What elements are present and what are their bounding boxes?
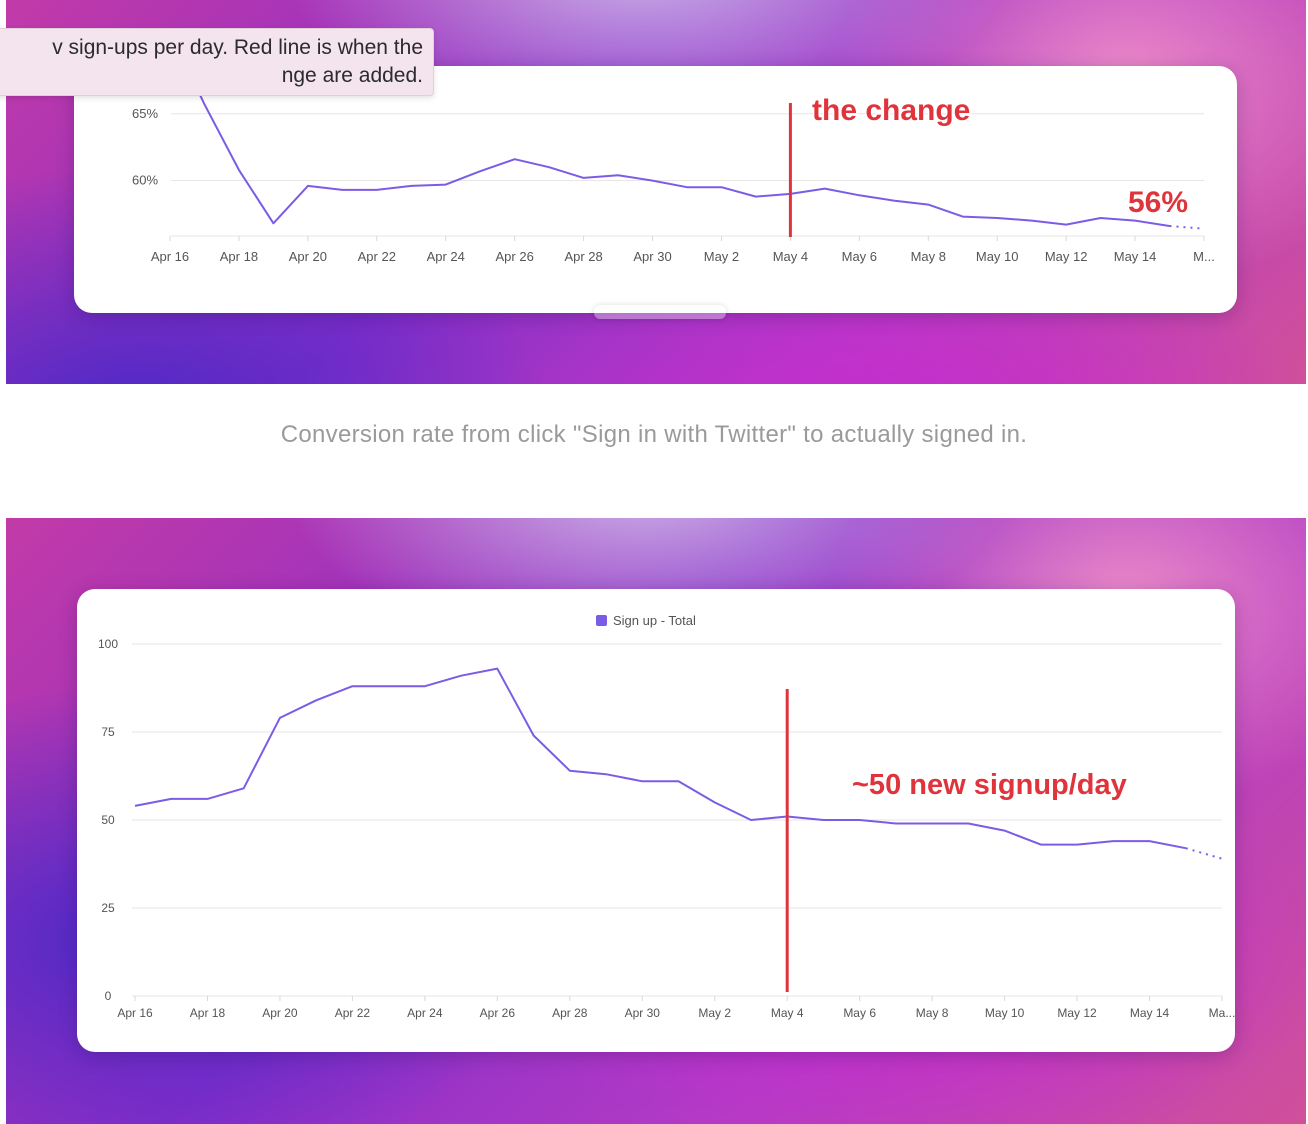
series-line [169, 30, 1170, 227]
x-tick-label: Apr 26 [480, 1006, 516, 1020]
x-tick-label: May 14 [1130, 1006, 1170, 1020]
x-tick-label: May 2 [704, 249, 739, 264]
series-line-projection [1185, 847, 1223, 860]
x-tick-label: Apr 30 [625, 1006, 661, 1020]
x-tick-label: Apr 18 [190, 1006, 226, 1020]
x-tick-label: Apr 24 [407, 1006, 443, 1020]
top-chart-screenshot: 60% 65% Apr 16 Apr 18 Apr 20 Apr 22 Apr 24 Apr … [6, 0, 1306, 384]
x-tick-label: Apr 16 [151, 249, 189, 264]
x-tick-label: May 6 [843, 1006, 876, 1020]
image-caption: Conversion rate from click "Sign in with… [280, 421, 1028, 448]
x-tick-label: Apr 28 [564, 249, 602, 264]
x-tick-label: May 8 [911, 249, 946, 264]
x-tick-label: Apr 20 [262, 1006, 298, 1020]
y-tick-label: 100 [98, 637, 118, 651]
x-tick-label: May 6 [842, 249, 877, 264]
y-tick-label: 25 [101, 901, 115, 915]
x-tick-label: May 12 [1045, 249, 1088, 264]
signups-per-day-chart: 0 25 50 75 100 Apr 16 Apr 18 Apr 20 Apr 22 Apr 24… [98, 613, 1235, 1020]
x-tick-label: Apr 22 [358, 249, 396, 264]
change-annotation: ~50 new signup/day [852, 769, 1127, 801]
series-line-projection [1169, 225, 1205, 230]
x-tick-label: Apr 28 [552, 1006, 588, 1020]
y-tick-label: 50 [101, 813, 115, 827]
carousel-pager[interactable] [594, 305, 726, 319]
series-line [134, 667, 1186, 850]
y-tick-label: 60% [132, 173, 158, 188]
x-tick-label: Apr 24 [427, 249, 465, 264]
bottom-chart-screenshot: 0 25 50 75 100 Apr 16 Apr 18 Apr 20 Apr 22 Apr 24… [6, 518, 1306, 1124]
x-tick-label: M... [1193, 249, 1215, 264]
x-tick-label: Apr 18 [220, 249, 258, 264]
y-tick-label: 65% [132, 106, 158, 121]
conversion-rate-chart: 60% 65% Apr 16 Apr 18 Apr 20 Apr 22 Apr 24 Apr … [132, 30, 1215, 264]
x-tick-label: May 12 [1057, 1006, 1097, 1020]
x-tick-label: May 14 [1114, 249, 1157, 264]
x-tick-label: Ma... [1209, 1006, 1235, 1020]
signups-chart-card: 0 25 50 75 100 Apr 16 Apr 18 Apr 20 Apr 22 Apr 24… [77, 589, 1235, 1052]
x-tick-label: May 4 [773, 249, 808, 264]
x-tick-label: Apr 26 [496, 249, 534, 264]
y-tick-label: 0 [105, 989, 112, 1003]
x-tick-label: Apr 22 [335, 1006, 371, 1020]
y-tick-label: 75 [101, 725, 115, 739]
legend-label: Sign up - Total [613, 613, 696, 628]
conversion-chart-card: 60% 65% Apr 16 Apr 18 Apr 20 Apr 22 Apr 24 Apr … [74, 30, 1237, 313]
x-tick-label: May 8 [916, 1006, 949, 1020]
x-tick-label: Apr 30 [633, 249, 671, 264]
change-annotation: the change [812, 94, 970, 127]
x-tick-label: May 10 [976, 249, 1019, 264]
x-tick-label: May 4 [771, 1006, 804, 1020]
end-value-annotation: 56% [1128, 186, 1188, 219]
x-tick-label: Apr 20 [289, 249, 327, 264]
image-alt-tooltip: v sign-ups per day. Red line is when the… [0, 28, 434, 96]
x-tick-label: May 2 [698, 1006, 731, 1020]
legend-swatch [596, 615, 607, 626]
x-tick-label: Apr 16 [117, 1006, 153, 1020]
x-tick-label: May 10 [985, 1006, 1025, 1020]
tooltip-text: v sign-ups per day. Red line is when the… [52, 36, 423, 87]
